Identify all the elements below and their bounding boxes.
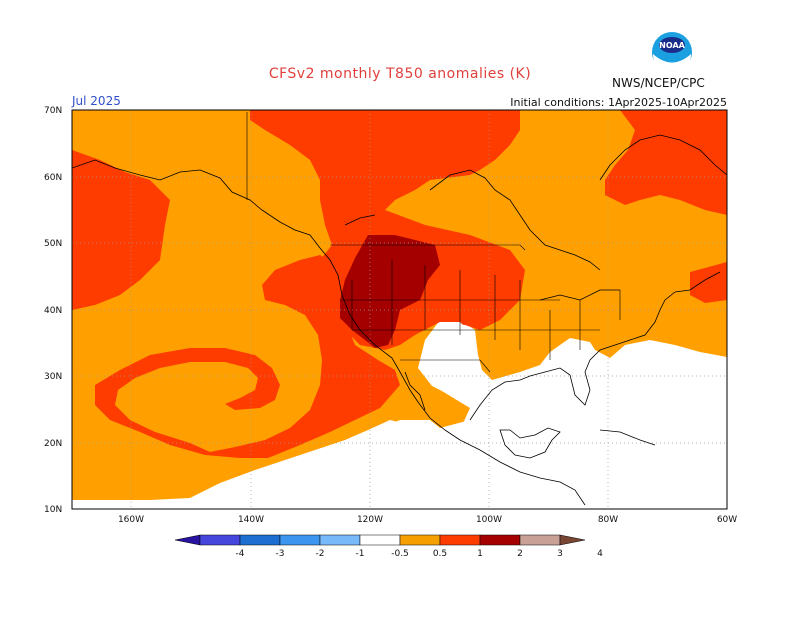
lon-label-80w: 80W (598, 515, 618, 525)
colorbar-swatch (399, 534, 441, 546)
colorbar-tick-label: 0.5 (433, 549, 447, 559)
colorbar-swatch (439, 534, 481, 546)
organization-label: NWS/NCEP/CPC (612, 76, 705, 90)
colorbar-swatch (199, 534, 241, 546)
colorbar-swatch (239, 534, 281, 546)
lon-labels: 160W 140W 120W 100W 80W 60W (118, 515, 737, 525)
anomaly-region-2-3 (340, 235, 440, 348)
lat-label-20: 20N (44, 439, 62, 449)
anomaly-region-1-2-north (250, 110, 525, 350)
initial-conditions: Initial conditions: 1Apr2025-10Apr2025 (510, 96, 727, 109)
map-frame (71, 109, 728, 510)
colorbar-tick-label: 4 (597, 549, 603, 559)
lat-label-70: 70N (44, 106, 62, 116)
colorbar-tick-label: -2 (316, 549, 325, 559)
lat-label-40: 40N (44, 306, 62, 316)
colorbar-arrow-high (559, 534, 586, 546)
colorbar-swatch (519, 534, 561, 546)
anomaly-region-1-2-east-canada (605, 110, 727, 215)
lat-labels: 70N 60N 50N 40N 30N 20N 10N (44, 106, 62, 515)
chart-title: CFSv2 monthly T850 anomalies (K) (268, 66, 532, 82)
lat-label-50: 50N (44, 239, 62, 249)
valid-month: Jul 2025 (72, 94, 121, 108)
lon-label-120w: 120W (357, 515, 383, 525)
lon-label-100w: 100W (476, 515, 502, 525)
anomaly-region-below-0_5-south (210, 322, 727, 509)
lon-label-140w: 140W (238, 515, 264, 525)
colorbar-swatch (279, 534, 321, 546)
lat-label-10: 10N (44, 505, 62, 515)
colorbar-tick-label: -3 (276, 549, 285, 559)
colorbar-swatch (479, 534, 521, 546)
logo-text: NOAA (659, 41, 685, 50)
colorbar-tick-label: -4 (236, 549, 245, 559)
lat-label-60: 60N (44, 173, 62, 183)
anomaly-region-1-2-alaska (72, 150, 170, 310)
political-borders (246, 112, 621, 373)
lat-label-30: 30N (44, 372, 62, 382)
colorbar-tick-label: 1 (477, 549, 483, 559)
colorbar-tick-label: -1 (356, 549, 365, 559)
colorbar-swatch (319, 534, 361, 546)
colorbar-arrow-low (174, 534, 201, 546)
coastlines (72, 134, 727, 506)
colorbar-tick-label: -0.5 (391, 549, 409, 559)
colorbar: -4 -3 -2 -1 -0.5 0.5 1 2 3 4 (174, 534, 603, 559)
colorbar-tick-label: 2 (517, 549, 523, 559)
anomaly-region-1-2-northeast (690, 262, 727, 303)
colorbar-swatch (359, 534, 401, 546)
colorbar-tick-label: 3 (557, 549, 563, 559)
lon-label-160w: 160W (118, 515, 144, 525)
anomaly-region-1-2-pacific (95, 255, 400, 458)
graticule (72, 110, 727, 509)
lon-label-60w: 60W (717, 515, 737, 525)
noaa-logo: NOAA (652, 32, 692, 72)
